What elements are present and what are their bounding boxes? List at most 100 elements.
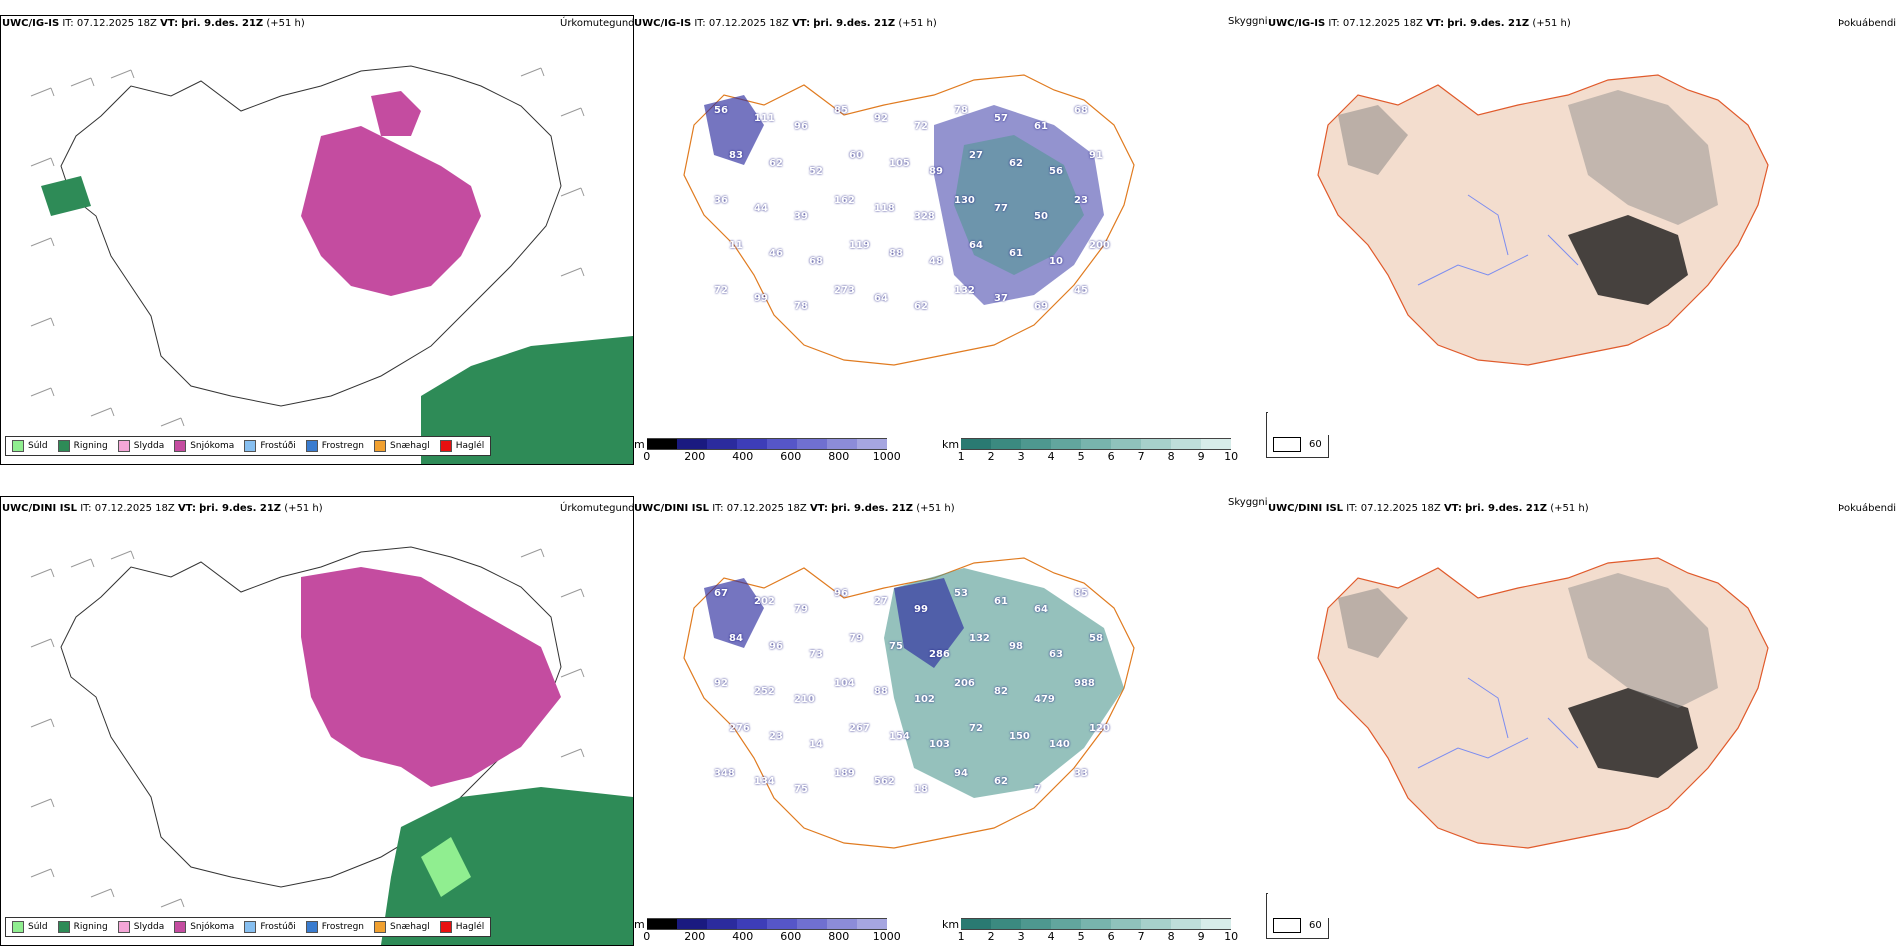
visibility-value: 45 [1074,285,1088,296]
sky-map-svg-0 [1317,74,1769,366]
visibility-value: 44 [754,203,768,214]
sky-title-1: Þokuábendi [1838,503,1897,514]
tick-label: 10 [1224,450,1239,463]
visibility-value: 988 [1074,678,1095,689]
fog-area-0 [1568,215,1688,305]
cloud-teal-area-0 [954,135,1084,275]
legend-item: Rigning [57,440,108,452]
visibility-value: 18 [914,784,928,795]
visibility-value: 140 [1049,739,1070,750]
legend-swatch [12,440,24,452]
cloud-base-colorbar-0: m 0 200 400 600 800 1000 [634,438,901,464]
tick-label: 400 [732,450,754,463]
visibility-value: 14 [809,739,823,750]
visibility-value: 479 [1034,694,1055,705]
tick-label: 3 [1017,930,1025,943]
visibility-value: 73 [809,649,823,660]
iceland-outline-cloud-1 [683,557,1135,849]
visibility-value: 94 [954,768,968,779]
visibility-value: 96 [794,121,808,132]
legend-item: Haglél [439,440,484,452]
visibility-value: 63 [1049,649,1063,660]
sky-map-0 [1268,35,1888,435]
tick-label: 2 [987,930,995,943]
tick-label: 0 [643,930,651,943]
tick-label: 8 [1167,930,1175,943]
tick-label: 5 [1077,450,1085,463]
tick-label: 5 [1077,930,1085,943]
visibility-value: 72 [914,121,928,132]
visibility-value: 75 [889,641,903,652]
visibility-value: 61 [1009,248,1023,259]
vis-seg [1201,918,1232,930]
visibility-value: 48 [929,256,943,267]
legend-item: Slydda [117,921,164,933]
cloud-base-area-1 [894,578,964,668]
tick-label: 4 [1047,930,1055,943]
visibility-value: 132 [969,633,990,644]
visibility-value: 130 [954,195,975,206]
visibility-value: 132 [954,285,975,296]
cloud-seg [796,918,827,930]
visibility-value: 104 [834,678,855,689]
vis-seg [1141,438,1172,450]
visibility-value: 89 [929,166,943,177]
tick-label: 200 [684,450,706,463]
visibility-value: 27 [874,596,888,607]
vis-seg [961,438,992,450]
cloud-base-unit: m [634,438,645,451]
visibility-colorbar-1: km 1 2 3 4 5 6 7 8 9 [942,918,1239,944]
visibility-swatches [961,438,1232,450]
visibility-value: 56 [714,105,728,116]
rain-area-0 [421,336,633,464]
fog-swatch [1273,436,1301,452]
iceland-outline-0 [60,65,562,407]
legend-item: Snjókoma [174,921,234,933]
tick-label: 1000 [872,930,901,943]
visibility-ticks: 1 2 3 4 5 6 7 8 9 10 [958,930,1239,944]
precip-legend-0: Súld Rigning Slydda Snjókoma Frostúði Fr… [5,436,492,456]
legend-item: Haglél [439,921,484,933]
cloud-seg [646,918,677,930]
snow-area-1 [301,567,561,787]
cloud-seg [766,918,797,930]
tick-label: 600 [780,450,802,463]
visibility-value: 102 [914,694,935,705]
tick-label: 200 [684,930,706,943]
legend-item: Frostregn [305,440,364,452]
precip-header-0: UWC/IG-IS IT: 07.12.2025 18Z VT: þri. 9.… [2,18,305,29]
vis-seg [1021,918,1052,930]
visibility-value: 52 [809,166,823,177]
visibility-value: 96 [834,588,848,599]
visibility-value: 120 [1089,723,1110,734]
visibility-value: 252 [754,686,775,697]
visibility-value: 33 [1074,768,1088,779]
drizzle-area-1 [421,837,471,897]
visibility-value: 7 [1034,784,1041,795]
visibility-value: 60 [849,150,863,161]
vis-seg [1111,438,1142,450]
visibility-value: 111 [754,113,775,124]
rain-area-1 [381,787,633,945]
cloud-seg [856,918,887,930]
cloud-nw-area-0 [704,95,764,165]
visibility-swatches [961,918,1232,930]
tick-label: 10 [1224,930,1239,943]
visibility-bar: 1 2 3 4 5 6 7 8 9 10 [958,918,1239,944]
grey-area-0 [1568,90,1718,225]
vis-seg [1081,918,1112,930]
grey-area-1 [1568,573,1718,708]
cloud-header-1: UWC/DINI ISL IT: 07.12.2025 18Z VT: þri.… [634,503,955,514]
legend-swatch [12,921,24,933]
cloud-nw-area-1 [704,578,764,648]
precip-map-svg-1 [30,546,633,945]
iceland-outline-1 [60,546,562,888]
visibility-unit: km [942,918,960,931]
cloud-title-0: Skyggni [1228,16,1268,27]
snow-area-0b [371,91,421,136]
visibility-value: 267 [849,723,870,734]
cloud-map-1: 67 202 79 96 27 99 53 61 64 85 84 96 73 79 75 286 132 98 6… [634,518,1254,918]
legend-swatch [374,921,387,933]
visibility-value: 23 [769,731,783,742]
